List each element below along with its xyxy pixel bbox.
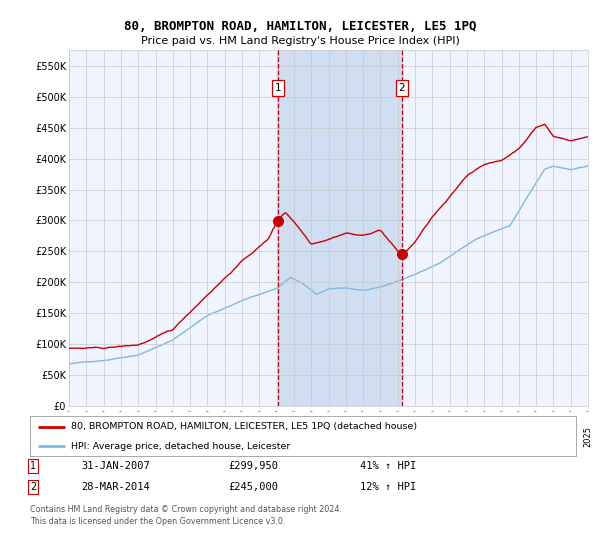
Text: This data is licensed under the Open Government Licence v3.0.: This data is licensed under the Open Gov…	[30, 517, 286, 526]
Text: 2007: 2007	[272, 426, 281, 447]
Text: 80, BROMPTON ROAD, HAMILTON, LEICESTER, LE5 1PQ: 80, BROMPTON ROAD, HAMILTON, LEICESTER, …	[124, 20, 476, 32]
Text: 2025: 2025	[583, 426, 593, 446]
Text: 2019: 2019	[480, 426, 489, 446]
Text: 2000: 2000	[151, 426, 160, 446]
Text: 2015: 2015	[410, 426, 419, 446]
Text: 1997: 1997	[99, 426, 108, 447]
Text: Contains HM Land Registry data © Crown copyright and database right 2024.: Contains HM Land Registry data © Crown c…	[30, 505, 342, 514]
Text: 2016: 2016	[428, 426, 437, 447]
Text: 1999: 1999	[134, 426, 143, 446]
Text: 1: 1	[275, 83, 281, 93]
Text: 2017: 2017	[445, 426, 454, 447]
Text: Price paid vs. HM Land Registry's House Price Index (HPI): Price paid vs. HM Land Registry's House …	[140, 36, 460, 46]
Text: £299,950: £299,950	[228, 461, 278, 471]
Text: 2004: 2004	[220, 426, 229, 446]
Text: 2003: 2003	[203, 426, 212, 447]
Text: 1998: 1998	[116, 426, 125, 447]
Text: 2008: 2008	[289, 426, 298, 447]
Bar	[278, 50, 402, 406]
Text: 2021: 2021	[514, 426, 523, 446]
Text: 2022: 2022	[532, 426, 541, 446]
Text: 2010: 2010	[324, 426, 333, 446]
Text: 12% ↑ HPI: 12% ↑ HPI	[360, 482, 416, 492]
Text: 41% ↑ HPI: 41% ↑ HPI	[360, 461, 416, 471]
Text: 2: 2	[30, 482, 36, 492]
Text: 2014: 2014	[393, 426, 402, 446]
Text: 1996: 1996	[82, 426, 91, 447]
Text: 28-MAR-2014: 28-MAR-2014	[81, 482, 150, 492]
Text: £245,000: £245,000	[228, 482, 278, 492]
Text: 2013: 2013	[376, 426, 385, 447]
Text: 2018: 2018	[463, 426, 472, 447]
Text: 2011: 2011	[341, 426, 350, 446]
Text: 2012: 2012	[359, 426, 368, 446]
Text: 2006: 2006	[255, 426, 264, 447]
Text: 2002: 2002	[185, 426, 194, 446]
Text: 2001: 2001	[169, 426, 178, 446]
Text: 2023: 2023	[549, 426, 558, 447]
Text: 31-JAN-2007: 31-JAN-2007	[81, 461, 150, 471]
Text: 2: 2	[398, 83, 405, 93]
Text: 2024: 2024	[566, 426, 575, 446]
Text: 2009: 2009	[307, 426, 316, 446]
Text: 2005: 2005	[238, 426, 247, 446]
Text: 2020: 2020	[497, 426, 506, 446]
Text: HPI: Average price, detached house, Leicester: HPI: Average price, detached house, Leic…	[71, 442, 290, 451]
Text: 80, BROMPTON ROAD, HAMILTON, LEICESTER, LE5 1PQ (detached house): 80, BROMPTON ROAD, HAMILTON, LEICESTER, …	[71, 422, 417, 431]
Text: 1995: 1995	[65, 426, 74, 446]
Text: 1: 1	[30, 461, 36, 471]
